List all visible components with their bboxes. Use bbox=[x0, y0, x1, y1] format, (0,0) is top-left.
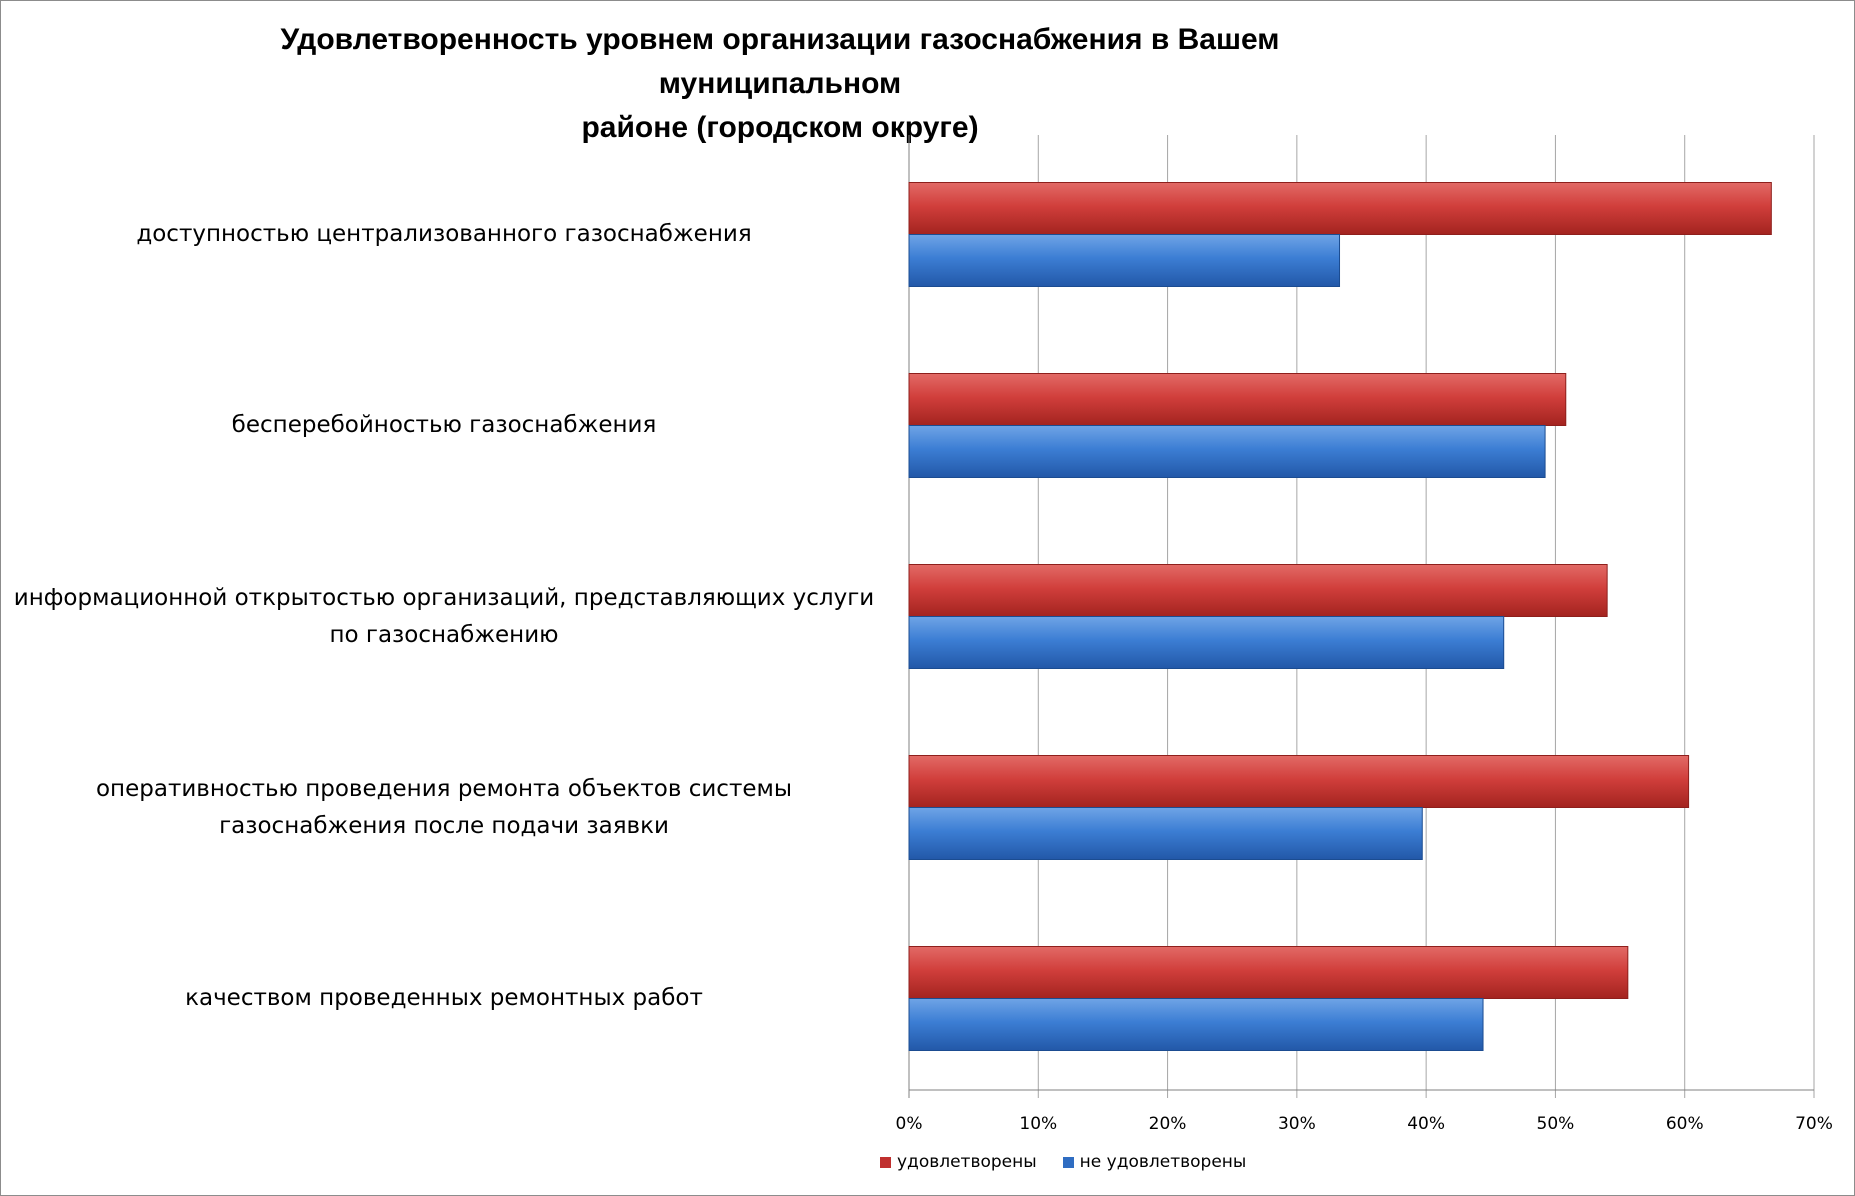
chart-title-line-2: районе (городском округе) bbox=[581, 111, 979, 144]
chart-title-line-1: Удовлетворенность уровнем организации га… bbox=[280, 23, 1280, 100]
category-label-line: оперативностью проведения ремонта объект… bbox=[95, 775, 793, 802]
x-tick-label: 40% bbox=[1407, 1114, 1445, 1134]
legend-item-satisfied: удовлетворены bbox=[880, 1152, 1037, 1172]
x-tick-label: 30% bbox=[1278, 1114, 1316, 1134]
bar-satisfied bbox=[908, 373, 1567, 426]
bar-not-satisfied bbox=[908, 807, 1423, 860]
x-tick-label: 50% bbox=[1537, 1114, 1575, 1134]
category-label: информационной открытостью организаций, … bbox=[9, 580, 879, 654]
category-label-line: доступностью централизованного газоснабж… bbox=[136, 221, 752, 247]
bar-satisfied bbox=[908, 564, 1608, 617]
x-tick-label: 60% bbox=[1666, 1114, 1704, 1134]
legend-label-not-satisfied: не удовлетворены bbox=[1079, 1152, 1247, 1172]
x-tick-label: 20% bbox=[1149, 1114, 1187, 1134]
category-label-line: бесперебойностью газоснабжения bbox=[231, 412, 657, 438]
bar-satisfied bbox=[908, 182, 1772, 235]
x-tick-label: 70% bbox=[1795, 1114, 1833, 1134]
bar-not-satisfied bbox=[908, 234, 1341, 287]
category-label: оперативностью проведения ремонта объект… bbox=[9, 771, 879, 845]
legend-swatch-not-satisfied bbox=[1062, 1156, 1074, 1168]
category-label-line: по газоснабжению bbox=[329, 621, 559, 648]
bar-not-satisfied bbox=[908, 616, 1505, 669]
category-label-line: качеством проведенных ремонтных работ bbox=[185, 985, 703, 1011]
bar-satisfied bbox=[908, 755, 1690, 808]
category-label-line: информационной открытостью организаций, … bbox=[13, 584, 875, 611]
bar-satisfied bbox=[908, 946, 1629, 999]
category-label: доступностью централизованного газоснабж… bbox=[9, 216, 879, 253]
legend-swatch-satisfied bbox=[880, 1156, 891, 1168]
bar-not-satisfied bbox=[908, 425, 1546, 478]
bar-not-satisfied bbox=[908, 998, 1484, 1051]
legend-item-not-satisfied: не удовлетворены bbox=[1062, 1152, 1247, 1172]
x-axis-ticks: 0% 10% 20% 30% 40% 50% 60% 70% bbox=[896, 1114, 1833, 1134]
x-tick-label: 10% bbox=[1019, 1114, 1057, 1134]
legend: удовлетворены не удовлетворены bbox=[880, 1152, 1246, 1172]
chart-title: Удовлетворенность уровнем организации га… bbox=[180, 18, 1380, 150]
category-label-line: газоснабжения после подачи заявки bbox=[219, 812, 669, 839]
legend-label-satisfied: удовлетворены bbox=[897, 1152, 1037, 1172]
category-label: бесперебойностью газоснабжения bbox=[9, 407, 879, 444]
x-tick-label: 0% bbox=[896, 1114, 923, 1134]
bars bbox=[908, 182, 1772, 1051]
category-label: качеством проведенных ремонтных работ bbox=[9, 980, 879, 1017]
